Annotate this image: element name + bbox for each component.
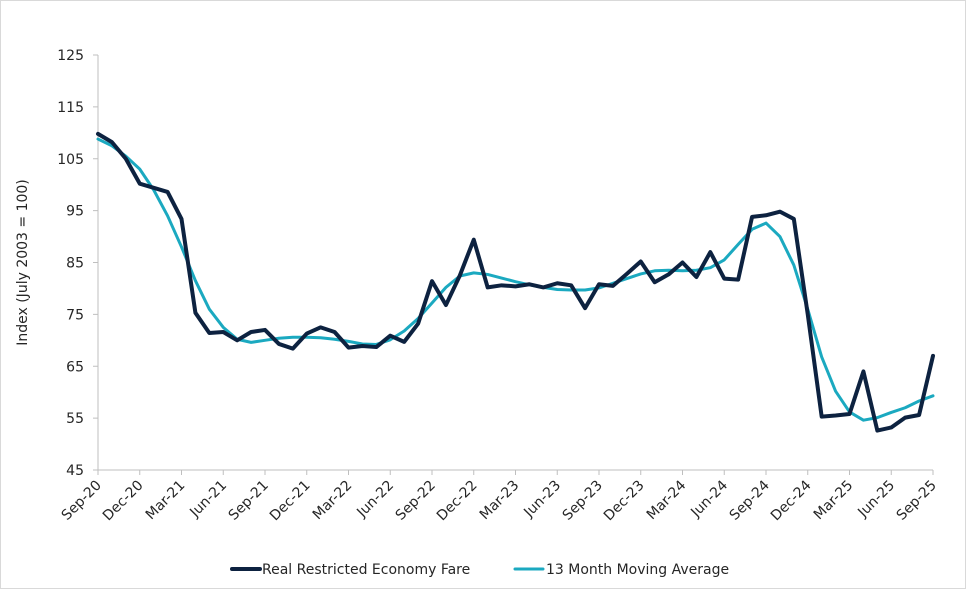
y-tick-label: 105 bbox=[57, 152, 84, 168]
y-tick-label: 55 bbox=[66, 411, 84, 427]
x-tick-label: Mar-24 bbox=[644, 477, 690, 523]
y-tick-label: 125 bbox=[57, 48, 84, 64]
x-tick-label: Sep-23 bbox=[560, 478, 606, 524]
y-tick-label: 85 bbox=[66, 256, 84, 272]
legend-label: 13 Month Moving Average bbox=[546, 562, 729, 578]
y-tick-label: 75 bbox=[66, 307, 84, 323]
x-tick-label: Sep-22 bbox=[393, 478, 439, 524]
x-tick-label: Sep-24 bbox=[727, 477, 773, 523]
x-tick-label: Mar-21 bbox=[143, 478, 189, 524]
x-tick-label: Dec-21 bbox=[267, 478, 314, 525]
x-tick-label: Dec-24 bbox=[768, 477, 815, 524]
x-tick-label: Dec-23 bbox=[601, 478, 648, 525]
y-axis-title: Index (July 2003 = 100) bbox=[15, 179, 31, 346]
x-tick-label: Sep-21 bbox=[226, 478, 272, 524]
x-tick-label: Dec-22 bbox=[434, 478, 481, 525]
y-tick-label: 65 bbox=[66, 359, 84, 375]
y-tick-label: 45 bbox=[66, 463, 84, 479]
x-tick-label: Dec-20 bbox=[100, 478, 147, 525]
x-tick-label: Mar-25 bbox=[811, 478, 857, 524]
legend-label: Real Restricted Economy Fare bbox=[262, 562, 470, 578]
y-tick-label: 95 bbox=[66, 204, 84, 220]
x-tick-label: Jun-22 bbox=[353, 478, 397, 522]
x-tick-label: Sep-25 bbox=[894, 478, 940, 524]
x-tick-label: Jun-21 bbox=[186, 478, 230, 522]
x-tick-label: Jun-25 bbox=[854, 478, 898, 522]
x-tick-label: Mar-22 bbox=[310, 478, 356, 524]
series-line-real-restricted-economy-fare bbox=[96, 131, 935, 433]
x-tick-label: Sep-20 bbox=[59, 478, 105, 524]
y-tick-label: 115 bbox=[57, 100, 84, 116]
x-tick-label: Mar-23 bbox=[477, 478, 523, 524]
series-line-13-month-moving-average bbox=[96, 137, 935, 422]
x-tick-label: Jun-23 bbox=[520, 478, 564, 522]
x-tick-label: Jun-24 bbox=[687, 477, 731, 521]
